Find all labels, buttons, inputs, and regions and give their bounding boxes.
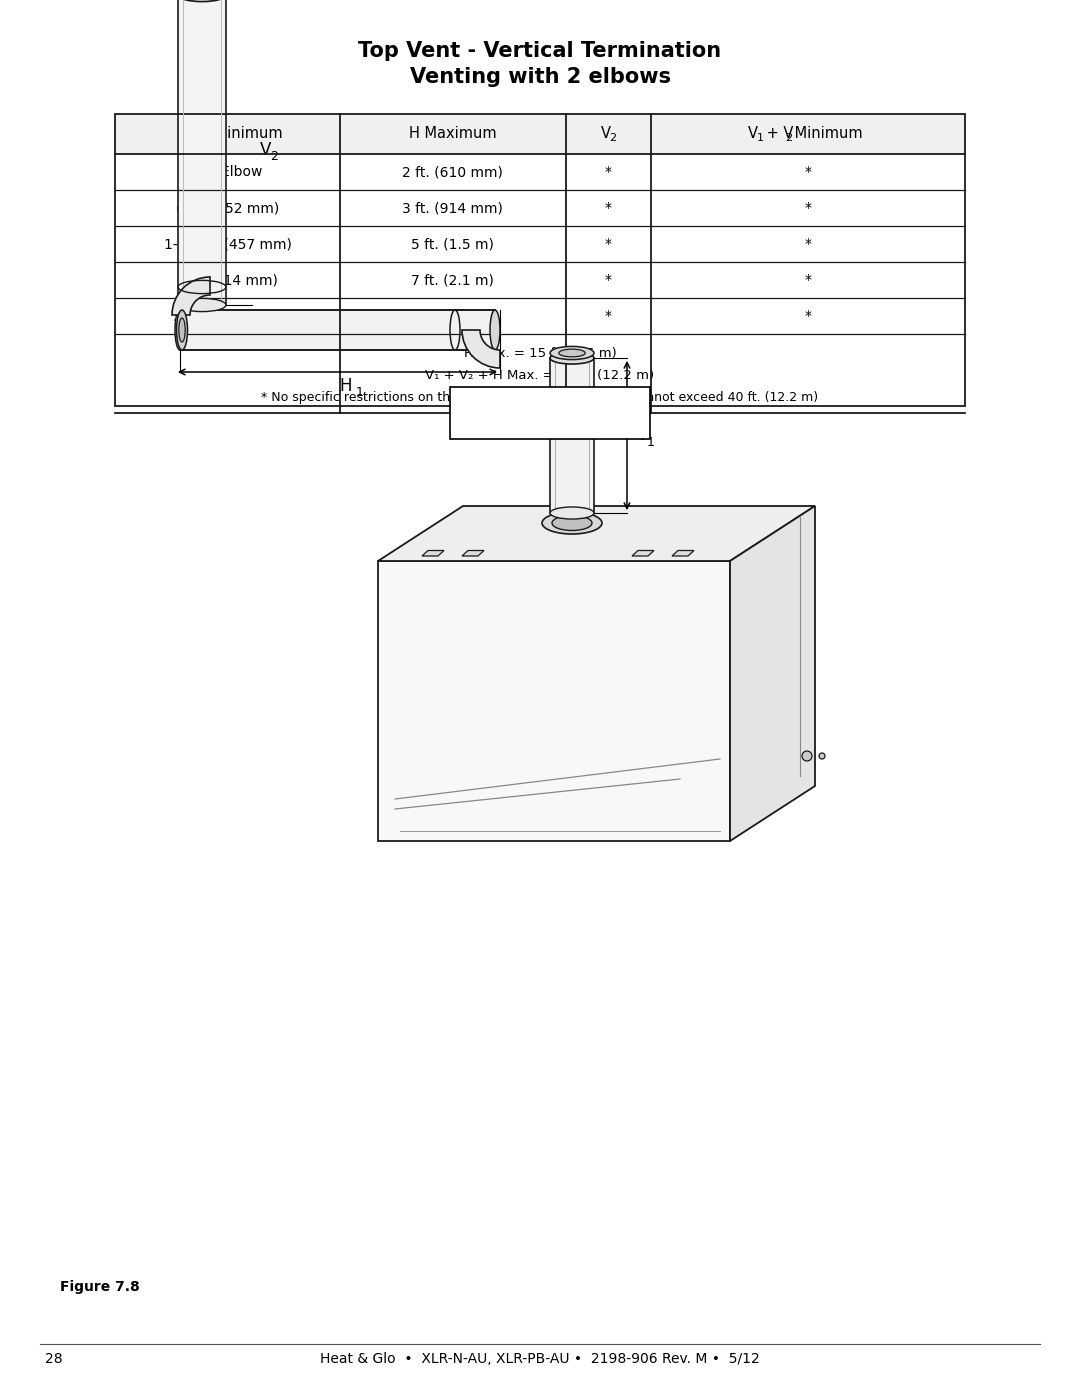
Text: *: * [605, 236, 611, 250]
Bar [180, 311, 495, 350]
Text: + V: + V [761, 126, 793, 141]
Ellipse shape [550, 506, 594, 519]
Text: 90° Elbow: 90° Elbow [192, 165, 262, 179]
Ellipse shape [178, 0, 226, 1]
Ellipse shape [550, 347, 594, 360]
Polygon shape [462, 550, 484, 555]
Text: 15 ft. (4.6 m): 15 ft. (4.6 m) [407, 309, 499, 323]
Text: Minimum: Minimum [789, 126, 862, 141]
Text: 3 ft. (914 mm): 3 ft. (914 mm) [177, 273, 278, 287]
Text: 1: 1 [355, 386, 363, 400]
Text: 6 in. (152 mm): 6 in. (152 mm) [176, 201, 280, 215]
Ellipse shape [552, 515, 592, 530]
Text: V: V [747, 126, 758, 141]
Text: 1: 1 [204, 133, 212, 143]
Text: Minimum: Minimum [210, 126, 282, 141]
Ellipse shape [175, 311, 185, 350]
Text: *: * [605, 273, 611, 287]
Circle shape [819, 753, 825, 760]
Text: Note: Note [458, 399, 494, 411]
Bar [550, 358, 594, 513]
Text: 7 ft. (2.1 m): 7 ft. (2.1 m) [411, 273, 495, 287]
Text: V: V [195, 126, 205, 141]
Polygon shape [378, 506, 815, 561]
Ellipse shape [490, 311, 500, 350]
Bar [450, 388, 650, 439]
Polygon shape [422, 550, 444, 555]
Text: *: * [805, 165, 811, 179]
Polygon shape [672, 550, 694, 555]
Text: 1: 1 [757, 133, 764, 143]
Text: 1-1/2 ft. (457 mm): 1-1/2 ft. (457 mm) [164, 236, 292, 250]
Text: Venting with 2 elbows: Venting with 2 elbows [409, 67, 671, 87]
Text: V₁ + V₂ + H Max. = 40 ft. (12.2 m): V₁ + V₂ + H Max. = 40 ft. (12.2 m) [426, 368, 654, 382]
Text: 3 ft. (914 mm): 3 ft. (914 mm) [403, 201, 503, 215]
Text: 3-1/2 ft. (1.1 m): 3-1/2 ft. (1.1 m) [173, 309, 283, 323]
Bar [178, 0, 226, 305]
Polygon shape [632, 550, 654, 555]
Polygon shape [378, 561, 730, 841]
Bar [114, 113, 966, 154]
Ellipse shape [542, 512, 602, 534]
Text: *: * [605, 201, 611, 215]
Text: *: * [805, 273, 811, 287]
Text: 5 ft. (1.5 m): 5 ft. (1.5 m) [411, 236, 495, 250]
Bar [114, 113, 966, 406]
Text: V: V [637, 427, 648, 445]
Text: * No specific restrictions on this value EXCEPT V₁ + V₂ + H cannot exceed 40 ft.: * No specific restrictions on this value… [261, 390, 819, 403]
Text: V: V [600, 126, 611, 141]
Ellipse shape [178, 298, 226, 312]
Text: Top Vent - Vertical Termination: Top Vent - Vertical Termination [359, 41, 721, 62]
Text: 2: 2 [609, 133, 616, 143]
Text: components only.: components only. [458, 417, 576, 429]
Polygon shape [730, 506, 815, 841]
Text: *: * [805, 309, 811, 323]
Text: 1: 1 [647, 436, 654, 449]
Text: 2 ft. (610 mm): 2 ft. (610 mm) [403, 165, 503, 179]
Circle shape [802, 751, 812, 761]
Wedge shape [462, 330, 500, 368]
Text: 28: 28 [45, 1351, 63, 1365]
Wedge shape [172, 277, 210, 315]
Ellipse shape [558, 350, 585, 357]
Text: Heat & Glo  •  XLR-N-AU, XLR-PB-AU •  2198-906 Rev. M •  5/12: Heat & Glo • XLR-N-AU, XLR-PB-AU • 2198-… [320, 1351, 760, 1365]
Ellipse shape [179, 318, 185, 341]
Text: H: H [339, 376, 352, 395]
Text: H Max. = 15 ft. (4.6 m): H Max. = 15 ft. (4.6 m) [463, 347, 617, 360]
Text: *: * [805, 236, 811, 250]
Text: *: * [605, 309, 611, 323]
Ellipse shape [176, 311, 188, 350]
Ellipse shape [550, 353, 594, 364]
Text: *: * [605, 165, 611, 179]
Text: Figure 7.8: Figure 7.8 [60, 1280, 139, 1294]
Text: *: * [805, 201, 811, 215]
Text: 2: 2 [785, 133, 792, 143]
Text: H Maximum: H Maximum [409, 126, 497, 141]
Text: 2: 2 [270, 151, 278, 164]
Text: V: V [260, 141, 271, 159]
Text: : Use SLP Series: : Use SLP Series [490, 399, 596, 411]
